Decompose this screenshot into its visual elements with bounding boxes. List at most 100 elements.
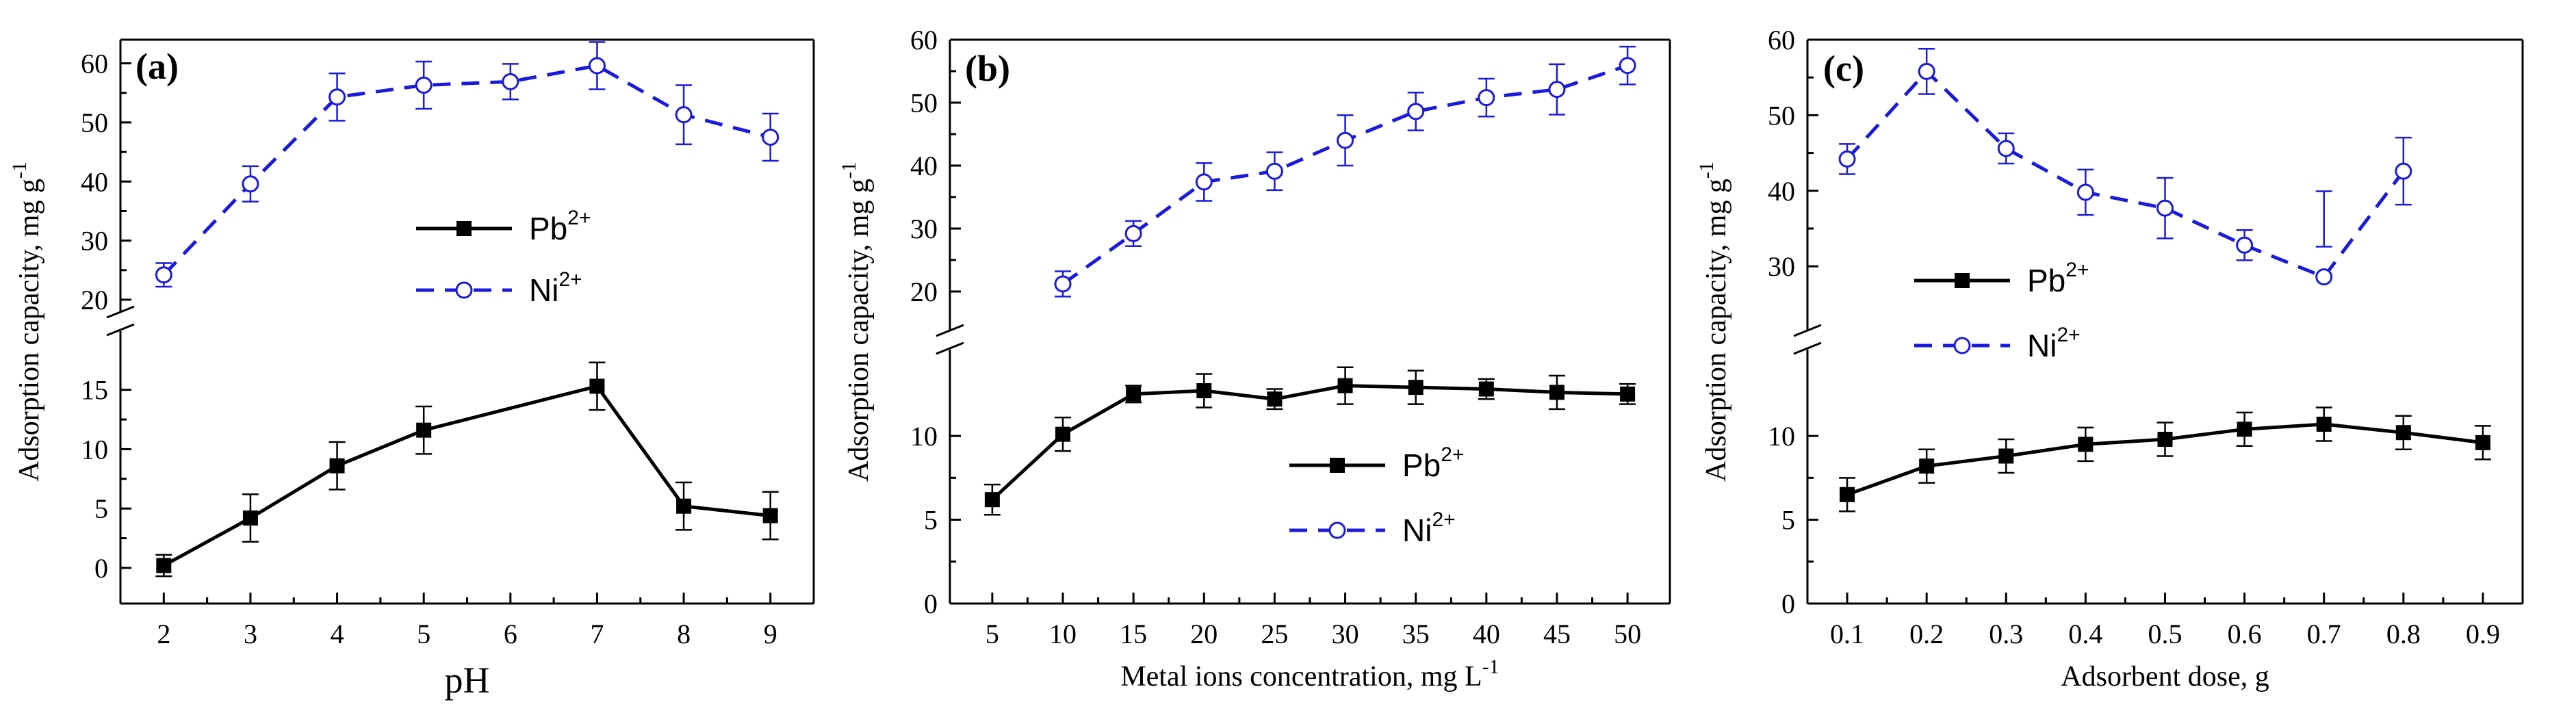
x-axis-title-text: Adsorbent dose, g bbox=[2061, 661, 2269, 692]
series-line-ni bbox=[1061, 64, 1628, 285]
y-axis-title-superscript: -1 bbox=[838, 161, 860, 179]
x-tick-label: 0.8 bbox=[2386, 619, 2421, 649]
x-tick-label: 7 bbox=[590, 619, 604, 649]
x-tick-label: 0.9 bbox=[2466, 619, 2500, 649]
x-tick-label: 3 bbox=[244, 619, 257, 649]
x-axis-title-text: pH bbox=[445, 660, 490, 701]
y-axis-title: Adsorption capacity, mg g-1 bbox=[838, 161, 875, 482]
x-tick-label: 15 bbox=[1120, 619, 1147, 649]
axis-break-mark bbox=[106, 323, 135, 337]
data-point bbox=[1265, 162, 1283, 180]
series-line-ni bbox=[1846, 68, 2405, 279]
data-point bbox=[1055, 426, 1071, 442]
data-point bbox=[1337, 378, 1353, 393]
data-point bbox=[2076, 183, 2094, 201]
legend-label-superscript: 2+ bbox=[1441, 443, 1464, 466]
series-line-pb bbox=[163, 384, 771, 567]
legend-label-superscript: 2+ bbox=[2057, 324, 2080, 346]
y-tick-label: 0 bbox=[1781, 588, 1795, 619]
y-axis-title-superscript: -1 bbox=[1695, 161, 1718, 179]
y-tick-label: 10 bbox=[1768, 421, 1795, 452]
legend-label-text: Pb bbox=[2027, 263, 2065, 298]
data-point bbox=[1548, 81, 1566, 99]
legend-label-superscript: 2+ bbox=[567, 207, 591, 229]
x-tick-label: 30 bbox=[1332, 619, 1359, 649]
legend-label: Ni2+ bbox=[1402, 508, 1456, 548]
data-point bbox=[156, 558, 172, 573]
x-axis-title-superscript: -1 bbox=[1482, 656, 1499, 678]
data-point bbox=[1126, 386, 1142, 402]
axis-break-mark bbox=[1793, 341, 1822, 355]
data-point bbox=[2237, 422, 2252, 437]
x-tick-label: 45 bbox=[1543, 619, 1571, 649]
data-point bbox=[1196, 383, 1212, 398]
legend-label-superscript: 2+ bbox=[1432, 508, 1455, 531]
data-point bbox=[1195, 173, 1213, 191]
data-point bbox=[1054, 275, 1072, 293]
data-point bbox=[2156, 199, 2174, 217]
x-tick-label: 6 bbox=[504, 619, 517, 649]
legend-marker bbox=[455, 281, 473, 299]
data-point bbox=[1919, 458, 1935, 474]
data-point bbox=[2315, 268, 2333, 286]
panel-b: 20 30 40 50 60 0 5 10 5 10 15 20 25 30 35 40 45 50 Metal i… bbox=[838, 25, 1671, 692]
data-point bbox=[2395, 425, 2411, 441]
x-axis-title: Adsorbent dose, g bbox=[2061, 661, 2269, 692]
x-tick-label: 10 bbox=[1049, 619, 1077, 649]
x-tick-label: 0.2 bbox=[1909, 619, 1944, 649]
legend-label-text: Ni bbox=[1402, 513, 1432, 548]
data-point bbox=[762, 129, 780, 146]
x-tick-label: 8 bbox=[677, 619, 691, 649]
axis-break-mark bbox=[936, 341, 964, 355]
y-tick-label: 10 bbox=[81, 434, 108, 465]
data-point bbox=[762, 508, 778, 523]
data-point bbox=[1998, 448, 2014, 464]
x-tick-label: 40 bbox=[1473, 619, 1500, 649]
data-point bbox=[1407, 103, 1425, 120]
legend-marker bbox=[1953, 337, 1971, 354]
data-point bbox=[2316, 416, 2332, 432]
data-point bbox=[1408, 380, 1424, 396]
y-tick-label: 40 bbox=[1768, 176, 1795, 207]
y-tick-label: 5 bbox=[94, 493, 108, 524]
data-point bbox=[155, 266, 172, 284]
legend-marker bbox=[1330, 458, 1345, 473]
data-point bbox=[1478, 381, 1494, 397]
axis-break-mark bbox=[1793, 324, 1822, 337]
data-point bbox=[2395, 162, 2412, 180]
axis-break-mark bbox=[936, 324, 964, 337]
y-tick-label: 40 bbox=[81, 166, 108, 197]
legend-marker bbox=[1328, 521, 1346, 539]
legend-label-superscript: 2+ bbox=[558, 268, 582, 291]
data-point bbox=[2078, 437, 2094, 452]
series-ni bbox=[1838, 47, 2412, 286]
legend-label: Pb2+ bbox=[2027, 259, 2089, 298]
data-point bbox=[1619, 57, 1636, 75]
x-axis-title: Metal ions concentration, mg L-1 bbox=[1120, 656, 1499, 692]
x-tick-label: 0.4 bbox=[2068, 619, 2102, 649]
y-tick-label: 60 bbox=[1768, 25, 1795, 55]
x-tick-label: 5 bbox=[986, 619, 999, 649]
x-tick-label: 2 bbox=[157, 619, 170, 649]
legend-marker bbox=[456, 221, 472, 236]
legend-marker bbox=[1955, 273, 1970, 288]
series-pb bbox=[1839, 406, 2491, 513]
data-point bbox=[588, 57, 606, 75]
x-tick-label: 0.7 bbox=[2307, 619, 2341, 649]
data-point bbox=[502, 73, 519, 90]
legend-label-text: Ni bbox=[529, 272, 558, 308]
data-point bbox=[984, 492, 1000, 508]
data-point bbox=[1478, 89, 1495, 107]
y-axis-title: Adsorption capacity, mg g-1 bbox=[8, 161, 45, 482]
legend-label-superscript: 2+ bbox=[2065, 259, 2089, 281]
data-point bbox=[242, 175, 259, 193]
panel-a: 20 30 40 50 60 0 5 10 15 2 3 4 5 6 7 8 9 pH Adsorption cap… bbox=[8, 38, 815, 701]
data-point bbox=[1620, 386, 1636, 402]
series-line-ni bbox=[162, 64, 771, 276]
axis-break-mark bbox=[106, 305, 135, 319]
panel-c: 30 40 50 60 0 5 10 0.1 0.2 0.3 0.4 0.5 0.6 0.7 0.8 0.9 A… bbox=[1695, 25, 2524, 692]
y-tick-label: 30 bbox=[910, 213, 938, 244]
y-axis-title: Adsorption capacity, mg g-1 bbox=[1695, 161, 1732, 482]
legend-label-text: Ni bbox=[2027, 328, 2057, 363]
panel-label: (b) bbox=[965, 48, 1010, 89]
